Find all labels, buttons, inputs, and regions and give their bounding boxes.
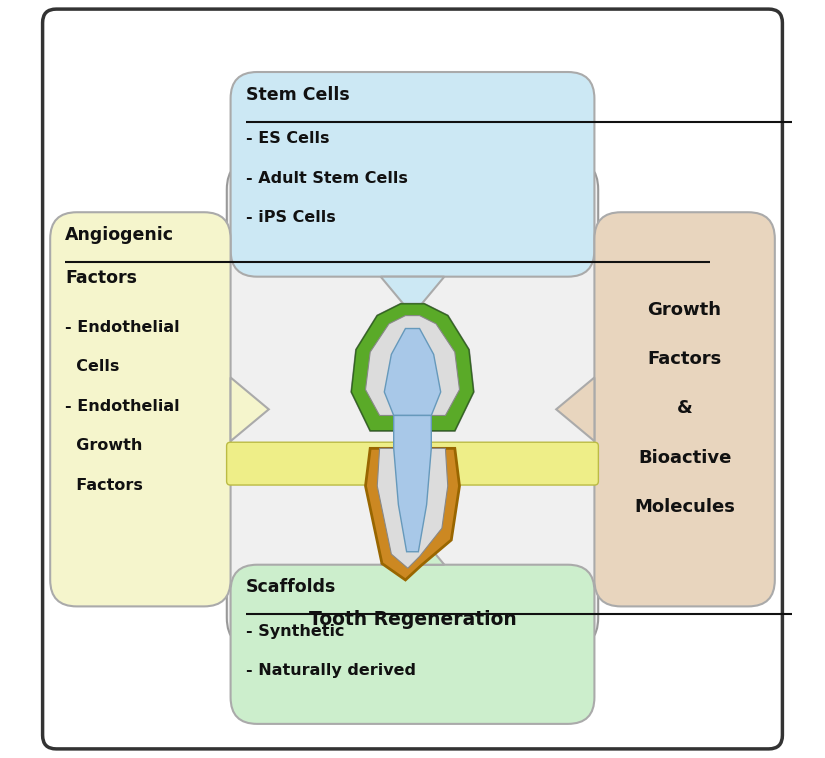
Text: &: &	[676, 399, 692, 418]
Text: - Naturally derived: - Naturally derived	[246, 663, 416, 678]
Polygon shape	[351, 304, 474, 431]
FancyBboxPatch shape	[230, 565, 595, 724]
Polygon shape	[365, 315, 460, 415]
FancyBboxPatch shape	[595, 212, 775, 606]
Text: Growth: Growth	[648, 301, 722, 319]
Polygon shape	[365, 448, 460, 580]
FancyBboxPatch shape	[227, 442, 598, 485]
Text: - Endothelial: - Endothelial	[65, 320, 180, 335]
Text: Factors: Factors	[65, 478, 144, 493]
Text: Factors: Factors	[65, 269, 137, 287]
Polygon shape	[377, 448, 448, 568]
FancyBboxPatch shape	[227, 159, 598, 648]
Polygon shape	[380, 527, 445, 565]
Polygon shape	[230, 377, 269, 441]
Polygon shape	[380, 277, 445, 315]
Text: Cells: Cells	[65, 359, 120, 374]
Text: Molecules: Molecules	[634, 498, 735, 516]
Polygon shape	[394, 415, 431, 552]
Text: Tooth Regeneration: Tooth Regeneration	[309, 610, 516, 629]
Text: Bioactive: Bioactive	[638, 449, 731, 467]
Text: - Adult Stem Cells: - Adult Stem Cells	[246, 171, 408, 186]
Polygon shape	[556, 377, 595, 441]
Polygon shape	[351, 304, 474, 431]
FancyBboxPatch shape	[43, 9, 782, 749]
FancyBboxPatch shape	[230, 72, 595, 277]
Text: Factors: Factors	[648, 350, 722, 368]
Text: Angiogenic: Angiogenic	[65, 226, 174, 244]
Polygon shape	[384, 328, 441, 415]
Text: Stem Cells: Stem Cells	[246, 86, 350, 104]
Text: - iPS Cells: - iPS Cells	[246, 210, 336, 225]
Text: - ES Cells: - ES Cells	[246, 131, 329, 146]
Text: Growth: Growth	[65, 438, 143, 453]
Text: - Synthetic: - Synthetic	[246, 624, 344, 639]
Text: - Endothelial: - Endothelial	[65, 399, 180, 414]
Text: Scaffolds: Scaffolds	[246, 578, 336, 597]
FancyBboxPatch shape	[50, 212, 230, 606]
